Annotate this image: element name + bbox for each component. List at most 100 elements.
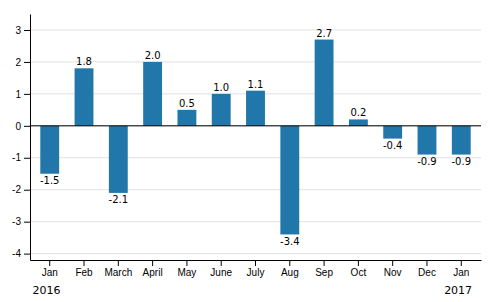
tick: 0 xyxy=(15,121,30,132)
data-label: -1.5 xyxy=(40,175,60,186)
data-label: -0.4 xyxy=(383,140,403,151)
tick-label: Nov xyxy=(384,267,402,278)
tick: 3 xyxy=(15,25,30,36)
bar xyxy=(315,40,334,126)
annotations: 2016 2017 xyxy=(33,284,473,297)
tick: Jan xyxy=(42,260,58,278)
tick-mark xyxy=(49,260,50,266)
tick-label: -4 xyxy=(12,248,21,259)
bar xyxy=(246,91,265,126)
bars xyxy=(40,40,470,235)
data-label: -3.4 xyxy=(280,236,300,247)
tick: July xyxy=(247,260,265,278)
bar xyxy=(109,126,128,193)
tick-label: Sep xyxy=(315,267,333,278)
tick-label: March xyxy=(104,267,132,278)
tick: -4 xyxy=(12,248,30,259)
tick-mark xyxy=(221,260,222,266)
tick: Aug xyxy=(281,260,299,278)
tick: Nov xyxy=(384,260,402,278)
tick-mark xyxy=(24,62,30,63)
tick-label: Oct xyxy=(351,267,367,278)
tick: -1 xyxy=(12,152,30,163)
tick-label: 0 xyxy=(15,121,21,132)
tick-label: May xyxy=(177,267,196,278)
tick-label: Aug xyxy=(281,267,299,278)
bar xyxy=(177,110,196,126)
tick-mark xyxy=(24,190,30,191)
tick-label: 2 xyxy=(15,57,21,68)
tick-mark xyxy=(24,30,30,31)
tick-label: 1 xyxy=(15,89,21,100)
tick: Dec xyxy=(418,260,436,278)
tick-label: Feb xyxy=(75,267,93,278)
data-label: -2.1 xyxy=(109,194,129,205)
bar xyxy=(40,126,59,174)
data-label: 0.5 xyxy=(179,98,195,109)
bar xyxy=(452,126,471,155)
tick-mark xyxy=(255,260,256,266)
tick: 2 xyxy=(15,57,30,68)
data-label: -0.9 xyxy=(452,156,472,167)
tick: March xyxy=(104,260,132,278)
x-axis: Jan Feb March April May June July Aug Sep Oct Nov D… xyxy=(31,260,482,278)
data-label: 0.2 xyxy=(350,107,366,118)
tick: Feb xyxy=(75,260,93,278)
tick-mark xyxy=(289,260,290,266)
data-label: -0.9 xyxy=(417,156,437,167)
bar xyxy=(418,126,437,155)
tick: June xyxy=(210,260,232,278)
data-label: 1.0 xyxy=(213,82,229,93)
bar xyxy=(280,126,299,235)
data-label: 1.8 xyxy=(76,56,92,67)
tick-mark xyxy=(24,94,30,95)
grid-line xyxy=(30,61,481,62)
chart: -4 -3 -2 -1 0 1 2 3 Jan Feb March April May June July A… xyxy=(0,0,491,302)
tick-mark xyxy=(152,260,153,266)
year-label: 2017 xyxy=(444,284,472,297)
tick: May xyxy=(177,260,196,278)
tick-label: Jan xyxy=(453,267,469,278)
tick-mark xyxy=(24,222,30,223)
grid-line xyxy=(30,125,481,126)
tick: Jan xyxy=(453,260,469,278)
tick-mark xyxy=(24,254,30,255)
tick: -3 xyxy=(12,216,30,227)
zero-line xyxy=(30,125,481,126)
tick-mark xyxy=(392,260,393,266)
tick-mark xyxy=(461,260,462,266)
tick-mark xyxy=(358,260,359,266)
tick-label: April xyxy=(143,267,163,278)
tick-label: June xyxy=(210,267,232,278)
bar xyxy=(143,62,162,126)
tick-label: -3 xyxy=(12,216,21,227)
tick-label: Jan xyxy=(42,267,58,278)
plot: -4 -3 -2 -1 0 1 2 3 Jan Feb March April May June July A… xyxy=(12,15,481,298)
bar xyxy=(212,94,231,126)
tick-mark xyxy=(84,260,85,266)
tick-label: 3 xyxy=(15,25,21,36)
grid-line xyxy=(30,253,481,254)
tick-mark xyxy=(24,126,30,127)
grid xyxy=(30,30,481,254)
data-labels: -1.51.8-2.12.00.51.01.1-3.42.70.2-0.4-0.… xyxy=(40,28,471,247)
grid-line xyxy=(30,189,481,190)
bar xyxy=(349,119,368,125)
year-label: 2016 xyxy=(33,284,61,297)
tick: Oct xyxy=(351,260,367,278)
tick: April xyxy=(143,260,163,278)
tick-label: July xyxy=(247,267,265,278)
tick-mark xyxy=(118,260,119,266)
grid-line xyxy=(30,157,481,158)
bar xyxy=(383,126,402,139)
tick: 1 xyxy=(15,89,30,100)
tick-label: Dec xyxy=(418,267,436,278)
data-label: 1.1 xyxy=(248,79,264,90)
tick-mark xyxy=(426,260,427,266)
bar xyxy=(75,68,94,126)
grid-line xyxy=(30,29,481,30)
tick-label: -1 xyxy=(12,152,21,163)
tick-mark xyxy=(186,260,187,266)
axis-line xyxy=(30,15,31,261)
tick: -2 xyxy=(12,184,30,195)
